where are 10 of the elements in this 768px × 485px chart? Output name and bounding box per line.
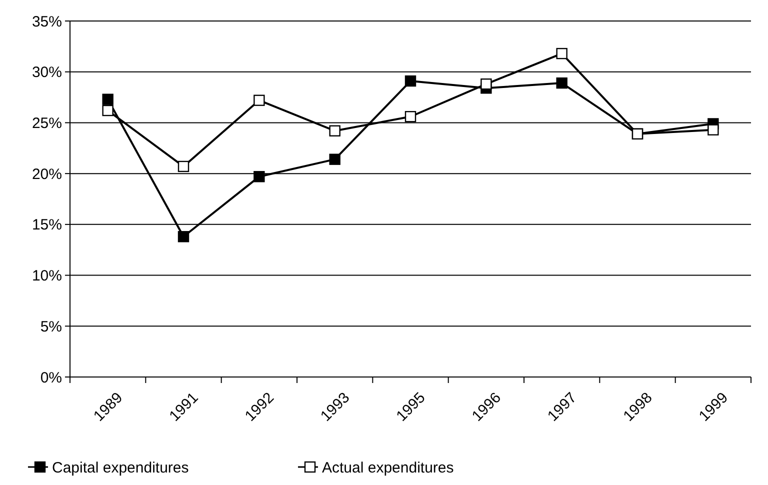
y-tick-label: 0%	[40, 369, 62, 386]
legend-label: Actual expenditures	[322, 459, 454, 476]
y-tick-label: 15%	[32, 216, 62, 234]
y-tick-label: 30%	[32, 64, 62, 82]
y-tick-label: 25%	[32, 114, 62, 132]
y-tick-label: 10%	[32, 268, 62, 285]
y-tick-label: 5%	[40, 318, 62, 336]
y-tick-label: 20%	[32, 166, 62, 183]
y-tick-label: 35%	[32, 13, 62, 30]
legend-label: Capital expenditures	[52, 459, 189, 476]
